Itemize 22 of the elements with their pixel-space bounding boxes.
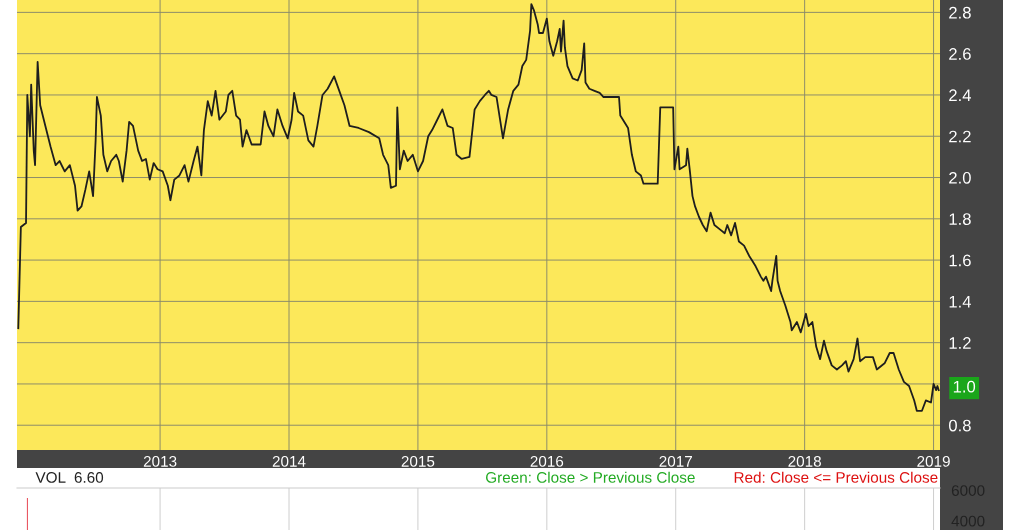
y-tick-label: 2.4 <box>949 89 972 101</box>
text: Red: Close <= Previous Close <box>734 471 938 483</box>
y-tick-label: 1.6 <box>949 254 971 267</box>
x-tick-label: 2016 <box>530 455 564 467</box>
y-tick-label: 1.8 <box>949 213 971 226</box>
x-tick-label: 2018 <box>788 455 821 467</box>
y-tick-label: 0.8 <box>948 419 971 432</box>
y-tick-label: 2.6 <box>949 48 971 60</box>
x-tick-label: 2019 <box>917 455 950 467</box>
y-tick-label: 1.2 <box>949 337 971 349</box>
text: Green: Close > Previous Close <box>486 471 695 483</box>
line-series <box>17 3 940 412</box>
x-tick-label: 2017 <box>659 455 692 467</box>
y-tick-label: 1.4 <box>949 295 972 308</box>
y-tick-label: 2.2 <box>949 130 971 143</box>
y-tick-label: 2.8 <box>949 6 971 19</box>
x-tick-label: 2015 <box>401 455 435 467</box>
x-tick-label: 2013 <box>143 455 177 467</box>
text: VOL 6.60 <box>35 472 104 483</box>
annotation: 1.0 <box>953 380 976 393</box>
x-tick-label: 2014 <box>272 455 306 467</box>
y-tick-label: 2.0 <box>949 171 971 184</box>
